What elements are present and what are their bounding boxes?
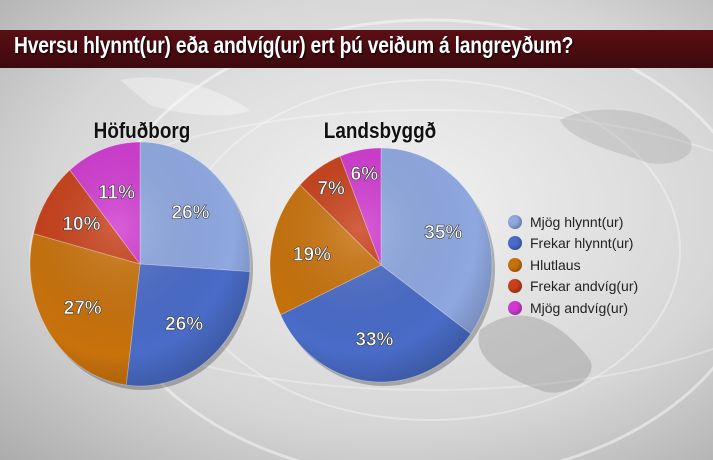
page-title: Hversu hlynnt(ur) eða andvíg(ur) ert þú … — [14, 32, 574, 58]
pie-slice-label: 26% — [165, 314, 203, 335]
chart-title-hofudborg: Höfuðborg — [93, 118, 191, 143]
legend-swatch — [508, 236, 522, 251]
pie-slice-label: 7% — [317, 179, 345, 200]
legend-swatch — [508, 214, 522, 229]
legend-swatch — [508, 257, 522, 272]
legend-label: Mjög hlynnt(ur) — [530, 213, 624, 230]
legend: Mjög hlynnt(ur) Frekar hlynnt(ur) Hlutla… — [508, 211, 638, 319]
pie-slice-label: 19% — [293, 244, 331, 265]
pie-slice-label: 10% — [62, 214, 100, 235]
pie-slice-label: 33% — [355, 329, 393, 350]
legend-item: Mjög andvíg(ur) — [508, 297, 638, 319]
pie-shading — [30, 142, 250, 386]
legend-item: Frekar hlynnt(ur) — [508, 233, 638, 255]
pie-0: 26% 26% 27% 10% 11% — [29, 141, 253, 390]
legend-label: Frekar hlynnt(ur) — [530, 235, 634, 252]
legend-swatch — [508, 279, 522, 294]
legend-label: Mjög andvíg(ur) — [530, 299, 629, 316]
pie-slice-label: 35% — [424, 223, 462, 244]
chart-title-landsbyggd: Landsbyggð — [323, 118, 437, 143]
title-bar: Hversu hlynnt(ur) eða andvíg(ur) ert þú … — [0, 30, 713, 68]
legend-item: Frekar andvíg(ur) — [508, 276, 638, 298]
pie-slice-label: 27% — [64, 298, 102, 319]
pie-slice-label: 26% — [172, 202, 210, 223]
legend-label: Hlutlaus — [530, 256, 581, 273]
legend-swatch — [508, 300, 522, 315]
pie-slice-label: 11% — [98, 183, 135, 204]
pie-slice-label: 6% — [351, 164, 379, 185]
legend-item: Mjög hlynnt(ur) — [508, 211, 638, 233]
legend-label: Frekar andvíg(ur) — [530, 278, 639, 295]
pie-shading — [270, 148, 492, 382]
pie-1: 35% 33% 19% 7% 6% — [269, 147, 495, 386]
legend-item: Hlutlaus — [508, 254, 638, 276]
